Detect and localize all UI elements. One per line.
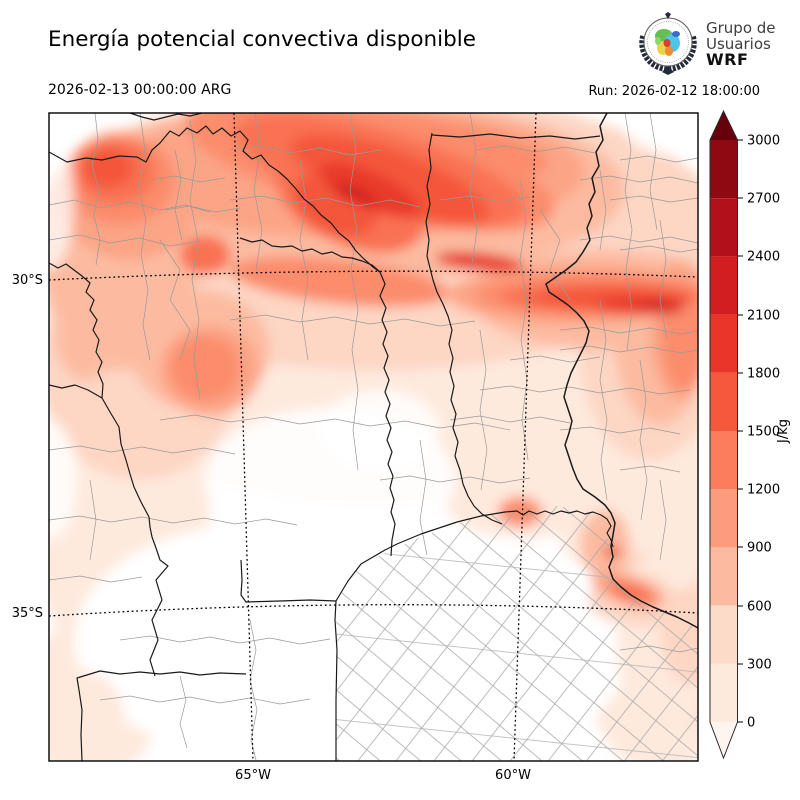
gridline-35s — [49, 604, 698, 617]
colorbar-under-arrow — [710, 722, 738, 758]
province-boundaries — [49, 113, 698, 761]
svg-text:300: 300 — [747, 658, 772, 673]
svg-text:2700: 2700 — [747, 192, 780, 207]
colorbar-seg-9 — [710, 663, 738, 722]
colorbar-tick-labels: 3000 2700 2400 2100 1800 1500 1200 900 6… — [747, 134, 780, 731]
svg-text:2100: 2100 — [747, 309, 780, 324]
gridline-30s — [49, 270, 698, 281]
colorbar-seg-5 — [710, 431, 738, 490]
colorbar-seg-1 — [710, 198, 738, 257]
colorbar-seg-0 — [710, 140, 738, 199]
colorbar-seg-2 — [710, 256, 738, 315]
logo-line1: Grupo de — [706, 19, 776, 37]
run-time-label: Run: 2026-02-12 18:00:00 — [588, 84, 760, 99]
wrf-logo: Grupo de Usuarios WRF — [636, 12, 776, 76]
map-frame — [48, 112, 699, 762]
logo-line2: Usuarios — [706, 35, 771, 53]
lon-label-60w: 60°W — [495, 768, 531, 783]
lat-label-35s: 35°S — [12, 606, 43, 621]
map-canvas — [49, 113, 698, 761]
svg-text:1200: 1200 — [747, 483, 780, 498]
lon-label-65w: 65°W — [235, 768, 271, 783]
colorbar: 3000 2700 2400 2100 1800 1500 1200 900 6… — [709, 109, 791, 760]
colorbar-seg-3 — [710, 314, 738, 373]
svg-text:600: 600 — [747, 600, 772, 615]
colorbar-seg-6 — [710, 489, 738, 548]
svg-text:900: 900 — [747, 541, 772, 556]
svg-text:2400: 2400 — [747, 250, 780, 265]
lat-label-30s: 30°S — [12, 273, 43, 288]
svg-text:0: 0 — [747, 716, 755, 731]
colorbar-over-arrow — [710, 111, 738, 140]
colorbar-seg-8 — [710, 605, 738, 664]
colorbar-seg-7 — [710, 547, 738, 606]
graticule — [49, 113, 698, 761]
department-boundaries — [49, 113, 698, 761]
svg-text:1500: 1500 — [747, 425, 780, 440]
logo-line3: WRF — [706, 50, 749, 69]
colorbar-seg-4 — [710, 372, 738, 431]
wrf-globe-icon — [639, 12, 697, 75]
svg-text:3000: 3000 — [747, 134, 780, 149]
page-title: Energía potencial convectiva disponible — [48, 27, 476, 52]
colorbar-unit-label: J/kg — [776, 419, 791, 444]
valid-time-label: 2026-02-13 00:00:00 ARG — [48, 82, 232, 98]
svg-text:1800: 1800 — [747, 367, 780, 382]
colorbar-ticks — [737, 139, 743, 723]
